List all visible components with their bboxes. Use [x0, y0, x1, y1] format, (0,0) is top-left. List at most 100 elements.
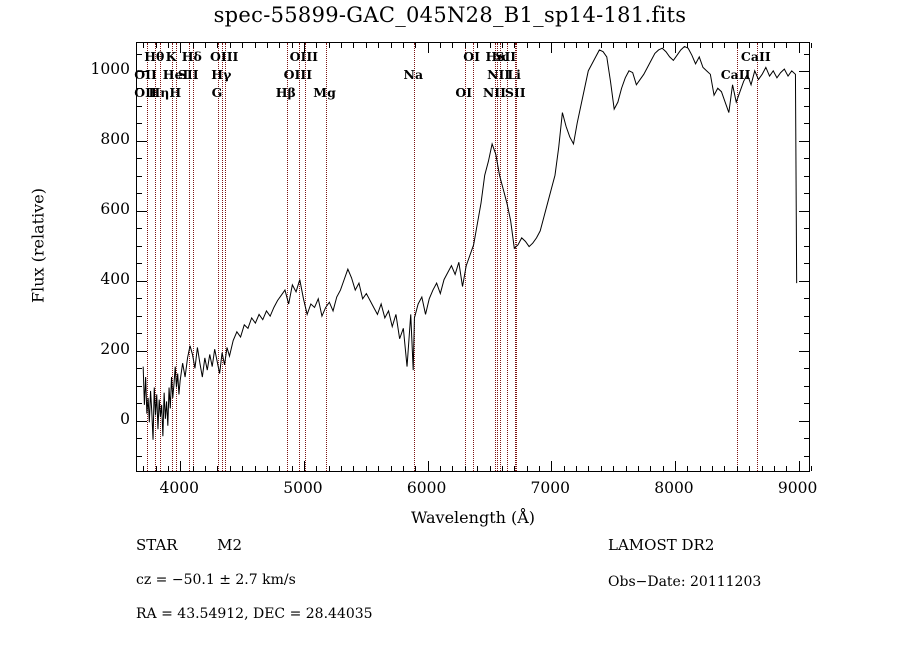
x-tick-8000 — [675, 461, 676, 471]
x-tick-8900 — [786, 466, 788, 471]
obs-date: Obs−Date: 20111203 — [608, 574, 762, 590]
x-tick-3800 — [155, 43, 157, 48]
spectral-line-label-11: OIII — [209, 49, 239, 64]
y-tick-50 — [137, 403, 142, 405]
x-tick-5600 — [378, 43, 380, 48]
x-tick-4500 — [242, 43, 244, 48]
y-tick-1050 — [804, 53, 809, 55]
x-tick-4500 — [242, 466, 244, 471]
x-tick-9000 — [798, 461, 800, 471]
y-tick-label-200: 200 — [100, 339, 130, 358]
x-tick-5900 — [415, 466, 417, 471]
y-tick-450 — [804, 263, 809, 265]
plot-frame — [136, 42, 812, 472]
spectral-line-label-6: HeI — [162, 67, 189, 82]
x-tick-5700 — [390, 466, 392, 471]
x-tick-6300 — [464, 466, 466, 471]
x-tick-label-6000: 6000 — [406, 479, 447, 497]
x-tick-4900 — [291, 466, 293, 471]
y-tick-950 — [137, 88, 142, 90]
x-tick-8900 — [786, 43, 788, 48]
spectral-line-label-7: Hδ — [181, 49, 202, 64]
x-tick-7900 — [662, 43, 664, 48]
x-tick-4600 — [254, 43, 256, 48]
object-type: STAR — [136, 536, 178, 554]
x-tick-6200 — [452, 466, 454, 471]
x-tick-7200 — [576, 466, 577, 471]
line-marker-6716 — [516, 43, 518, 471]
y-tick-1000 — [799, 71, 809, 72]
y-tick-350 — [804, 298, 809, 300]
line-marker-5175 — [325, 43, 327, 471]
y-axis-title: Flux (relative) — [28, 188, 48, 303]
x-tick-3700 — [143, 466, 145, 471]
y-tick--50 — [804, 438, 809, 439]
x-tick-4000 — [180, 461, 182, 471]
line-marker-8662 — [756, 43, 758, 471]
y-tick-400 — [137, 280, 147, 282]
y-tick-950 — [804, 88, 809, 90]
line-marker-3968 — [176, 43, 178, 471]
y-tick-900 — [137, 105, 142, 107]
spectral-line-label-1: OII — [134, 85, 157, 100]
x-tick-7400 — [600, 466, 602, 471]
x-tick-6900 — [538, 466, 540, 471]
spectral-line-label-3: Hη — [148, 85, 170, 100]
x-tick-7800 — [650, 466, 652, 471]
x-tick-4400 — [229, 466, 231, 471]
x-tick-8300 — [712, 43, 714, 48]
y-tick-500 — [804, 245, 809, 247]
y-tick-0 — [137, 420, 147, 422]
y-tick-300 — [804, 315, 809, 317]
x-tick-8800 — [773, 43, 775, 48]
x-tick-5000 — [304, 461, 305, 471]
y-tick-850 — [137, 123, 142, 125]
y-axis-tick-labels: 0 200 400 600 800 1000 — [58, 42, 130, 472]
page-title: spec-55899-GAC_045N28_B1_sp14-181.fits — [213, 3, 687, 27]
x-tick-8200 — [699, 466, 701, 471]
y-tick-1000 — [137, 71, 147, 72]
y-tick-200 — [137, 350, 147, 352]
x-tick-4800 — [279, 466, 281, 471]
x-tick-4800 — [279, 43, 281, 48]
y-tick-label-800: 800 — [100, 129, 130, 148]
x-tick-4900 — [291, 43, 293, 48]
spectral-line-label-14: OIII — [289, 49, 319, 64]
x-tick-7500 — [613, 43, 615, 48]
line-marker-5007 — [304, 43, 306, 471]
x-tick-label-8000: 8000 — [654, 479, 694, 497]
y-tick-800 — [799, 140, 809, 142]
x-tick-7800 — [650, 43, 652, 48]
x-tick-4700 — [266, 466, 268, 471]
x-tick-4700 — [266, 43, 268, 48]
x-tick-5700 — [390, 43, 392, 48]
x-tick-6800 — [526, 466, 528, 471]
spectral-line-label-18: OI — [463, 49, 480, 64]
redshift-velocity: cz = −50.1 ± 2.7 km/s — [136, 572, 296, 588]
y-tick-650 — [137, 193, 142, 195]
spectral-line-label-13: OIII — [283, 67, 313, 82]
y-tick-label-400: 400 — [100, 269, 130, 288]
x-tick-8600 — [749, 466, 751, 471]
y-tick-550 — [137, 228, 142, 230]
x-tick-5100 — [316, 43, 318, 48]
line-marker-6563 — [497, 43, 499, 471]
x-tick-6300 — [464, 43, 466, 48]
x-tick-label-9000: 9000 — [777, 479, 818, 497]
x-tick-8800 — [773, 466, 775, 471]
x-tick-5000 — [304, 43, 305, 53]
x-axis-title: Wavelength (Å) — [410, 508, 536, 527]
x-tick-8700 — [761, 43, 763, 48]
y-tick-150 — [137, 368, 142, 370]
line-marker-6548 — [495, 43, 497, 471]
x-tick-5500 — [365, 43, 367, 48]
x-tick-7700 — [637, 43, 639, 48]
x-tick-6000 — [427, 461, 429, 471]
x-tick-4600 — [254, 466, 256, 471]
x-tick-7000 — [551, 461, 553, 471]
x-tick-5800 — [402, 43, 404, 48]
x-tick-5300 — [341, 466, 343, 471]
y-tick-100 — [804, 385, 809, 387]
line-marker-4305 — [218, 43, 219, 471]
x-tick-6600 — [501, 466, 503, 471]
